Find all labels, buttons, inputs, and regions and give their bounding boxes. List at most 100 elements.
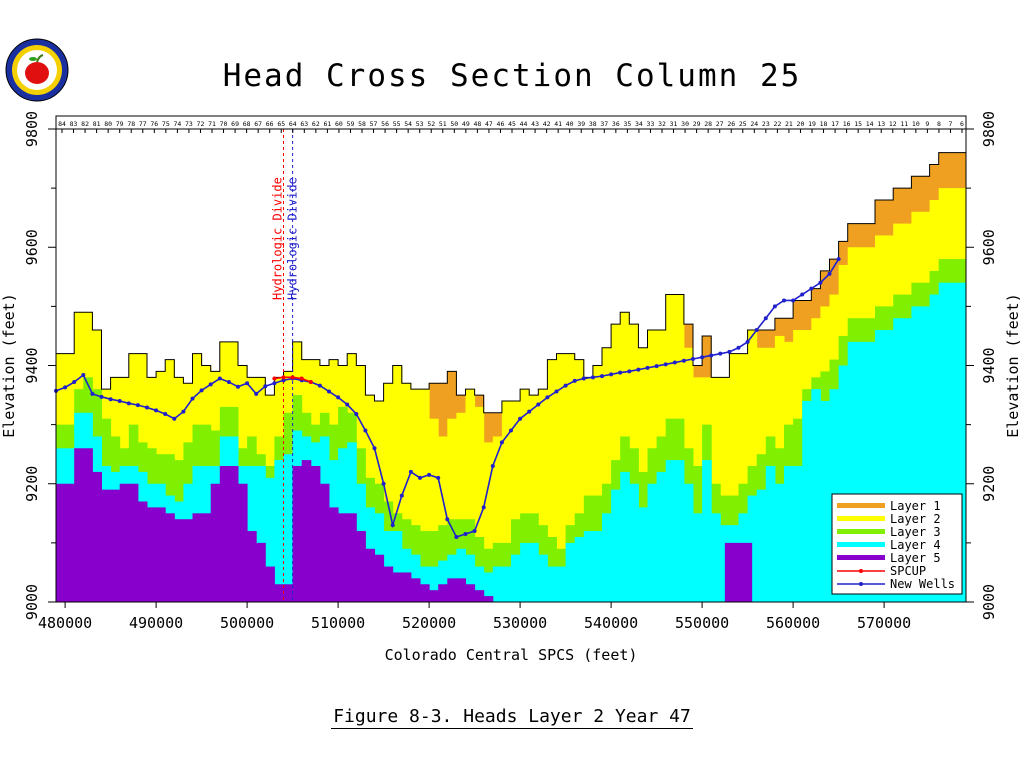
layer-4-cell (929, 294, 940, 602)
layer-5-cell (210, 483, 221, 602)
layer-5-cell (147, 507, 157, 602)
layer-5-cell (483, 596, 494, 602)
layer-4-cell (465, 554, 476, 602)
layer-5-cell (456, 578, 466, 602)
layer-4-cell (665, 460, 676, 602)
row-number-label: 48 (473, 120, 481, 128)
layer-2-cell (492, 436, 503, 602)
x-tick-label: 520000 (402, 614, 456, 632)
layer-5-cell (219, 466, 230, 602)
row-number-label: 67 (254, 120, 262, 128)
row-number-label: 83 (70, 120, 78, 128)
series-point (327, 389, 331, 394)
series-point (436, 475, 441, 480)
series-point (199, 388, 204, 393)
series-point (108, 397, 113, 402)
row-number-label: 68 (243, 120, 251, 128)
legend-label: Layer 4 (890, 538, 941, 552)
layer-4-cell (820, 400, 830, 602)
layer-2-cell (583, 377, 594, 602)
x-axis-label: Colorado Central SPCS (feet) (385, 646, 638, 664)
series-point (81, 372, 86, 377)
row-number-label: 13 (877, 120, 885, 128)
layer-4-cell (501, 566, 512, 602)
row-number-label: 40 (566, 120, 574, 128)
row-number-label: 20 (797, 120, 805, 128)
series-point (272, 381, 277, 386)
layer-4-cell (747, 495, 758, 602)
row-number-label: 71 (208, 120, 216, 128)
series-point (736, 345, 741, 350)
layer-4-cell (429, 566, 439, 602)
layer-5-cell (338, 513, 348, 602)
layer-2-cell (456, 412, 466, 602)
series-point (609, 372, 614, 377)
layer-4-cell (274, 460, 284, 602)
layer-4-cell (456, 548, 466, 602)
layer-5-cell (310, 466, 321, 602)
series-point (745, 339, 750, 344)
layer-4-cell (647, 483, 658, 602)
layer-2-cell (410, 389, 421, 602)
legend-label: Layer 1 (890, 499, 941, 513)
layer-5-cell (410, 578, 421, 602)
layer-4-cell (774, 483, 785, 602)
layer-2-cell (547, 359, 557, 602)
row-number-label: 80 (104, 120, 112, 128)
row-number-label: 36 (612, 120, 620, 128)
layer-5-cell (228, 466, 239, 602)
x-tick-label: 480000 (38, 614, 92, 632)
series-point (299, 376, 304, 381)
series-point (181, 409, 186, 414)
row-number-label: 43 (531, 120, 539, 128)
y-tick-label-left: 9800 (23, 111, 41, 147)
row-number-label: 46 (497, 120, 505, 128)
row-number-label: 30 (681, 120, 689, 128)
x-tick-label: 560000 (766, 614, 820, 632)
series-point (800, 292, 805, 297)
layer-5-cell (110, 489, 121, 602)
series-point (545, 395, 550, 400)
layer-5-cell (265, 566, 275, 602)
layer-4-cell (629, 483, 639, 602)
series-point (90, 391, 95, 396)
row-number-label: 54 (404, 120, 412, 128)
x-tick-label: 530000 (493, 614, 547, 632)
layer-5-cell (256, 542, 266, 602)
series-point (272, 376, 277, 381)
chart-title: Head Cross Section Column 25 (222, 58, 802, 94)
legend-marker (859, 569, 863, 573)
y-tick-label-right: 9800 (980, 111, 998, 147)
series-point (618, 370, 623, 375)
layer-4-cell (574, 536, 585, 602)
layer-2-cell (447, 418, 457, 602)
layer-5-cell (56, 483, 66, 602)
series-point (754, 328, 759, 333)
layer-2-cell (511, 400, 521, 602)
layer-5-cell (724, 542, 753, 602)
layer-4-cell (638, 507, 648, 602)
series-point (772, 304, 777, 309)
layer-5-cell (165, 513, 175, 602)
layer-4-cell (865, 341, 876, 602)
layer-5-cell (474, 590, 485, 602)
row-number-label: 18 (820, 120, 828, 128)
layer-5-cell (356, 531, 366, 602)
row-number-label: 42 (543, 120, 551, 128)
row-number-label: 16 (843, 120, 851, 128)
series-point (663, 362, 668, 367)
layer-4-cell (256, 466, 266, 602)
row-number-label: 8 (937, 120, 941, 128)
row-number-label: 44 (520, 120, 528, 128)
series-point (154, 408, 159, 413)
row-number-label: 51 (439, 120, 447, 128)
row-number-label: 63 (300, 120, 308, 128)
series-point (709, 353, 714, 358)
layer-5-cell (447, 578, 457, 602)
y-axis-label-right: Elevation (feet) (1004, 293, 1022, 438)
series-point (135, 403, 140, 408)
series-point (145, 405, 149, 410)
y-axis-label-left: Elevation (feet) (0, 293, 18, 438)
layer-5-area (56, 448, 494, 602)
series-point (490, 464, 495, 469)
